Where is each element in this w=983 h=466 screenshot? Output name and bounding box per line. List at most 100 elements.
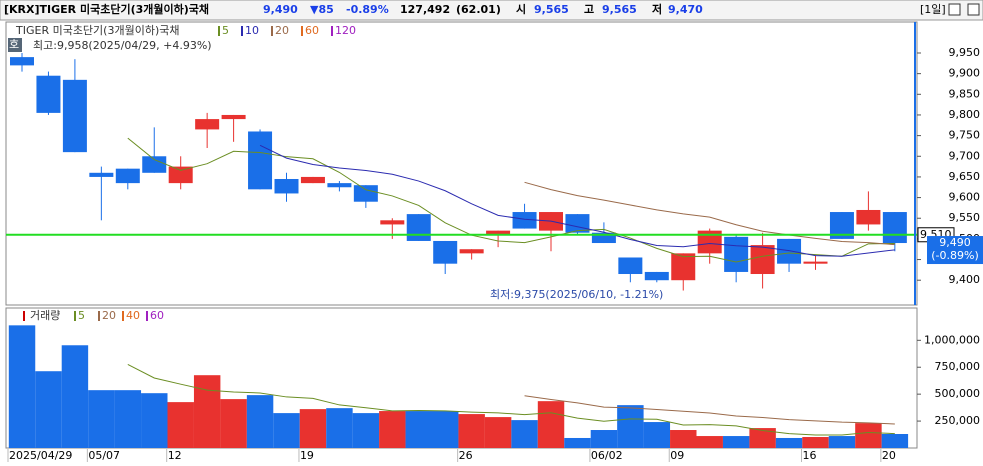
legend-item: 5 (78, 309, 85, 322)
ratio: (62.01) (456, 3, 501, 16)
low-note: 최저:9,375(2025/06/10, -1.21%) (490, 288, 663, 301)
volume-bar (8, 325, 36, 448)
volume-bar (35, 371, 62, 448)
header-bar (0, 0, 983, 21)
high: 9,565 (602, 3, 637, 16)
date-label: 06/02 (591, 449, 623, 462)
candle-body (486, 230, 511, 235)
date-label: 16 (803, 449, 817, 462)
y-tick-label: 9,700 (949, 149, 981, 162)
candle-body (618, 257, 643, 275)
code: [KRX]TIGER 미국초단기(3개월이하)국채 (4, 2, 209, 16)
candle-body (750, 245, 775, 275)
last-price: 9,490 (939, 236, 971, 249)
volume-bar (167, 402, 194, 448)
candle-body (433, 240, 458, 264)
legend-name: TIGER 미국초단기(3개월이하)국채 (15, 23, 179, 37)
volume-bar (537, 401, 565, 448)
candle-body (671, 253, 696, 281)
date-label: 19 (300, 449, 314, 462)
candle-body (274, 178, 299, 194)
date-label: 09 (670, 449, 684, 462)
high-label: 고 (584, 3, 594, 16)
last-rate: (-0.89%) (931, 249, 979, 262)
volume-bar (458, 414, 485, 448)
change: ▼85 (310, 3, 334, 16)
candle-body (406, 214, 431, 241)
volume-bar (643, 422, 671, 448)
open: 9,565 (534, 3, 569, 16)
y-tick-label: 9,400 (949, 273, 981, 286)
volume-bar (379, 411, 406, 448)
period[interactable]: [1일] (920, 2, 946, 16)
y-tick-label: 9,900 (949, 67, 981, 80)
candle-body (882, 212, 907, 244)
candle-body (62, 79, 87, 153)
legend-item: 120 (335, 24, 356, 37)
legend-item: 5 (222, 24, 229, 37)
y-tick-label: 9,850 (949, 87, 981, 100)
legend-item: 60 (305, 24, 319, 37)
candle-body (724, 236, 749, 272)
volume-bar (775, 437, 803, 448)
last-price-box (927, 236, 983, 265)
ma-line (127, 363, 895, 436)
volume-bar (220, 399, 247, 448)
candle-body (248, 131, 273, 190)
legend-swatch (331, 26, 333, 36)
volume-bar (722, 436, 750, 448)
legend-swatch (301, 26, 303, 36)
volume-bar (273, 413, 300, 448)
candle-body (353, 185, 378, 202)
candle-body (10, 57, 34, 66)
volume-bar (855, 423, 882, 448)
candle-body (803, 261, 828, 264)
volume-bar (670, 430, 697, 448)
volume-bar (696, 436, 723, 448)
volume-tick-label: 500,000 (935, 387, 981, 400)
y-tick-label: 9,750 (949, 129, 981, 142)
volume-bar (511, 420, 538, 448)
legend-swatch (218, 26, 220, 36)
candle-body (115, 168, 140, 184)
price-panel (5, 21, 918, 306)
volume: 127,492 (400, 3, 450, 16)
minimize-button[interactable] (948, 3, 961, 16)
legend-swatch (122, 311, 124, 321)
candle-body (459, 249, 484, 254)
low-label: 저 (652, 2, 662, 16)
volume-bar (617, 405, 644, 448)
volume-bar (299, 409, 327, 448)
side-label: 호 (9, 38, 19, 51)
volume-bar (114, 390, 142, 448)
ma-line (524, 395, 895, 425)
volume-bar (432, 411, 459, 448)
header: [KRX]TIGER 미국초단기(3개월이하)국채 9,490 ▼85 -0.8… (4, 2, 703, 16)
legend-swatch (74, 311, 76, 321)
volume-tick-label: 1,000,000 (924, 333, 980, 346)
close-button[interactable] (967, 3, 980, 16)
candle-body (777, 238, 802, 264)
candle-body (89, 172, 114, 177)
date-label: 05/07 (88, 449, 120, 462)
candle-body (856, 209, 881, 225)
legend-swatch (241, 26, 243, 36)
ma-line (259, 144, 895, 257)
candle-body (142, 156, 167, 173)
volume-legend: 거래량 (30, 309, 60, 322)
candle-body (36, 75, 61, 113)
y-tick-label: 9,650 (949, 170, 981, 183)
date-label: 26 (459, 449, 473, 462)
volume-bar (193, 375, 221, 448)
high-note: 최고:9,958(2025/04/29, +4.93%) (33, 39, 212, 52)
volume-bar (141, 393, 168, 448)
candle-body (380, 220, 405, 225)
volume-bar (749, 428, 776, 448)
date-label: 12 (168, 449, 182, 462)
volume-bar (881, 434, 909, 448)
legend-item: 20 (275, 24, 289, 37)
legend-item: 40 (126, 309, 140, 322)
legend-item: 10 (245, 24, 259, 37)
